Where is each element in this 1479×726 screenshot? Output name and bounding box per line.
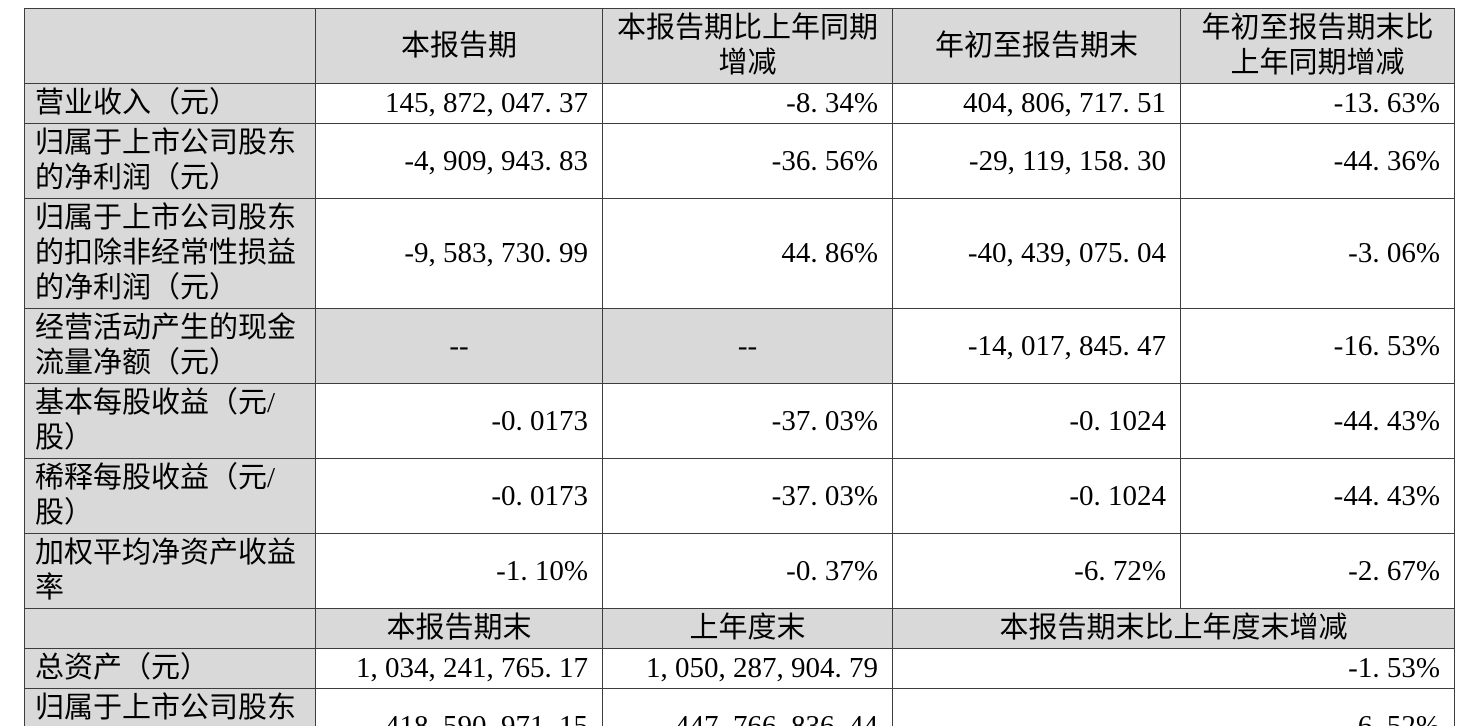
key-financials-table: 本报告期 本报告期比上年同期增减 年初至报告期末 年初至报告期末比上年同期增减 … [24,8,1455,726]
value-cell: -6. 72% [892,533,1181,609]
value-cell: 44. 86% [602,198,893,309]
row-total-assets: 总资产（元） 1, 034, 241, 765. 17 1, 050, 287,… [24,648,1455,689]
header-current-period-yoy: 本报告期比上年同期增减 [602,8,893,84]
row-net-profit-excl-nonrecurring: 归属于上市公司股东的扣除非经常性损益的净利润（元） -9, 583, 730. … [24,198,1455,309]
row-diluted-eps: 稀释每股收益（元/股） -0. 0173 -37. 03% -0. 1024 -… [24,458,1455,534]
row-label-cell: 加权平均净资产收益率 [24,533,316,609]
value-cell: -2. 67% [1180,533,1455,609]
header-row: 本报告期 本报告期比上年同期增减 年初至报告期末 年初至报告期末比上年同期增减 [24,8,1455,84]
value-cell: 418, 590, 971. 15 [315,688,603,726]
value-cell: 145, 872, 047. 37 [315,83,603,124]
value-cell: -8. 34% [602,83,893,124]
header-corner-cell [24,8,316,84]
subheader-row: 本报告期末 上年度末 本报告期末比上年度末增减 [24,608,1455,649]
value-cell: 447, 766, 836. 44 [602,688,893,726]
value-cell: -16. 53% [1180,308,1455,384]
value-cell: -0. 1024 [892,458,1181,534]
row-net-profit: 归属于上市公司股东的净利润（元） -4, 909, 943. 83 -36. 5… [24,123,1455,199]
subheader-period-end: 本报告期末 [315,608,603,649]
value-cell: -3. 06% [1180,198,1455,309]
value-cell-na: -- [602,308,893,384]
row-revenue: 营业收入（元） 145, 872, 047. 37 -8. 34% 404, 8… [24,83,1455,124]
value-cell: -0. 0173 [315,458,603,534]
row-label-cell: 稀释每股收益（元/股） [24,458,316,534]
row-label-cell: 归属于上市公司股东的扣除非经常性损益的净利润（元） [24,198,316,309]
value-cell: -4, 909, 943. 83 [315,123,603,199]
value-cell: -1. 53% [892,648,1455,689]
value-cell: -0. 0173 [315,383,603,459]
value-cell: 1, 034, 241, 765. 17 [315,648,603,689]
row-label-cell: 基本每股收益（元/股） [24,383,316,459]
value-cell: -29, 119, 158. 30 [892,123,1181,199]
value-cell: -6. 52% [892,688,1455,726]
value-cell: -0. 37% [602,533,893,609]
row-label-cell: 归属于上市公司股东的所有者权益（元） [24,688,316,726]
header-current-period: 本报告期 [315,8,603,84]
value-cell: -40, 439, 075. 04 [892,198,1181,309]
value-cell: -0. 1024 [892,383,1181,459]
value-cell: 404, 806, 717. 51 [892,83,1181,124]
value-cell: 1, 050, 287, 904. 79 [602,648,893,689]
header-ytd-yoy: 年初至报告期末比上年同期增减 [1180,8,1455,84]
row-label-cell: 营业收入（元） [24,83,316,124]
value-cell: -37. 03% [602,458,893,534]
value-cell: -14, 017, 845. 47 [892,308,1181,384]
value-cell: -44. 36% [1180,123,1455,199]
subheader-period-end-vs-prev-year-end: 本报告期末比上年度末增减 [892,608,1455,649]
row-shareholders-equity: 归属于上市公司股东的所有者权益（元） 418, 590, 971. 15 447… [24,688,1455,726]
row-label-cell: 归属于上市公司股东的净利润（元） [24,123,316,199]
subheader-prev-year-end: 上年度末 [602,608,893,649]
row-label-cell: 总资产（元） [24,648,316,689]
value-cell: -44. 43% [1180,383,1455,459]
subheader-corner-cell [24,608,316,649]
row-basic-eps: 基本每股收益（元/股） -0. 0173 -37. 03% -0. 1024 -… [24,383,1455,459]
header-ytd: 年初至报告期末 [892,8,1181,84]
value-cell: -1. 10% [315,533,603,609]
value-cell: -36. 56% [602,123,893,199]
value-cell: -13. 63% [1180,83,1455,124]
row-operating-cash-flow: 经营活动产生的现金流量净额（元） -- -- -14, 017, 845. 47… [24,308,1455,384]
value-cell: -44. 43% [1180,458,1455,534]
row-label-cell: 经营活动产生的现金流量净额（元） [24,308,316,384]
row-weighted-avg-roe: 加权平均净资产收益率 -1. 10% -0. 37% -6. 72% -2. 6… [24,533,1455,609]
value-cell-na: -- [315,308,603,384]
value-cell: -9, 583, 730. 99 [315,198,603,309]
value-cell: -37. 03% [602,383,893,459]
